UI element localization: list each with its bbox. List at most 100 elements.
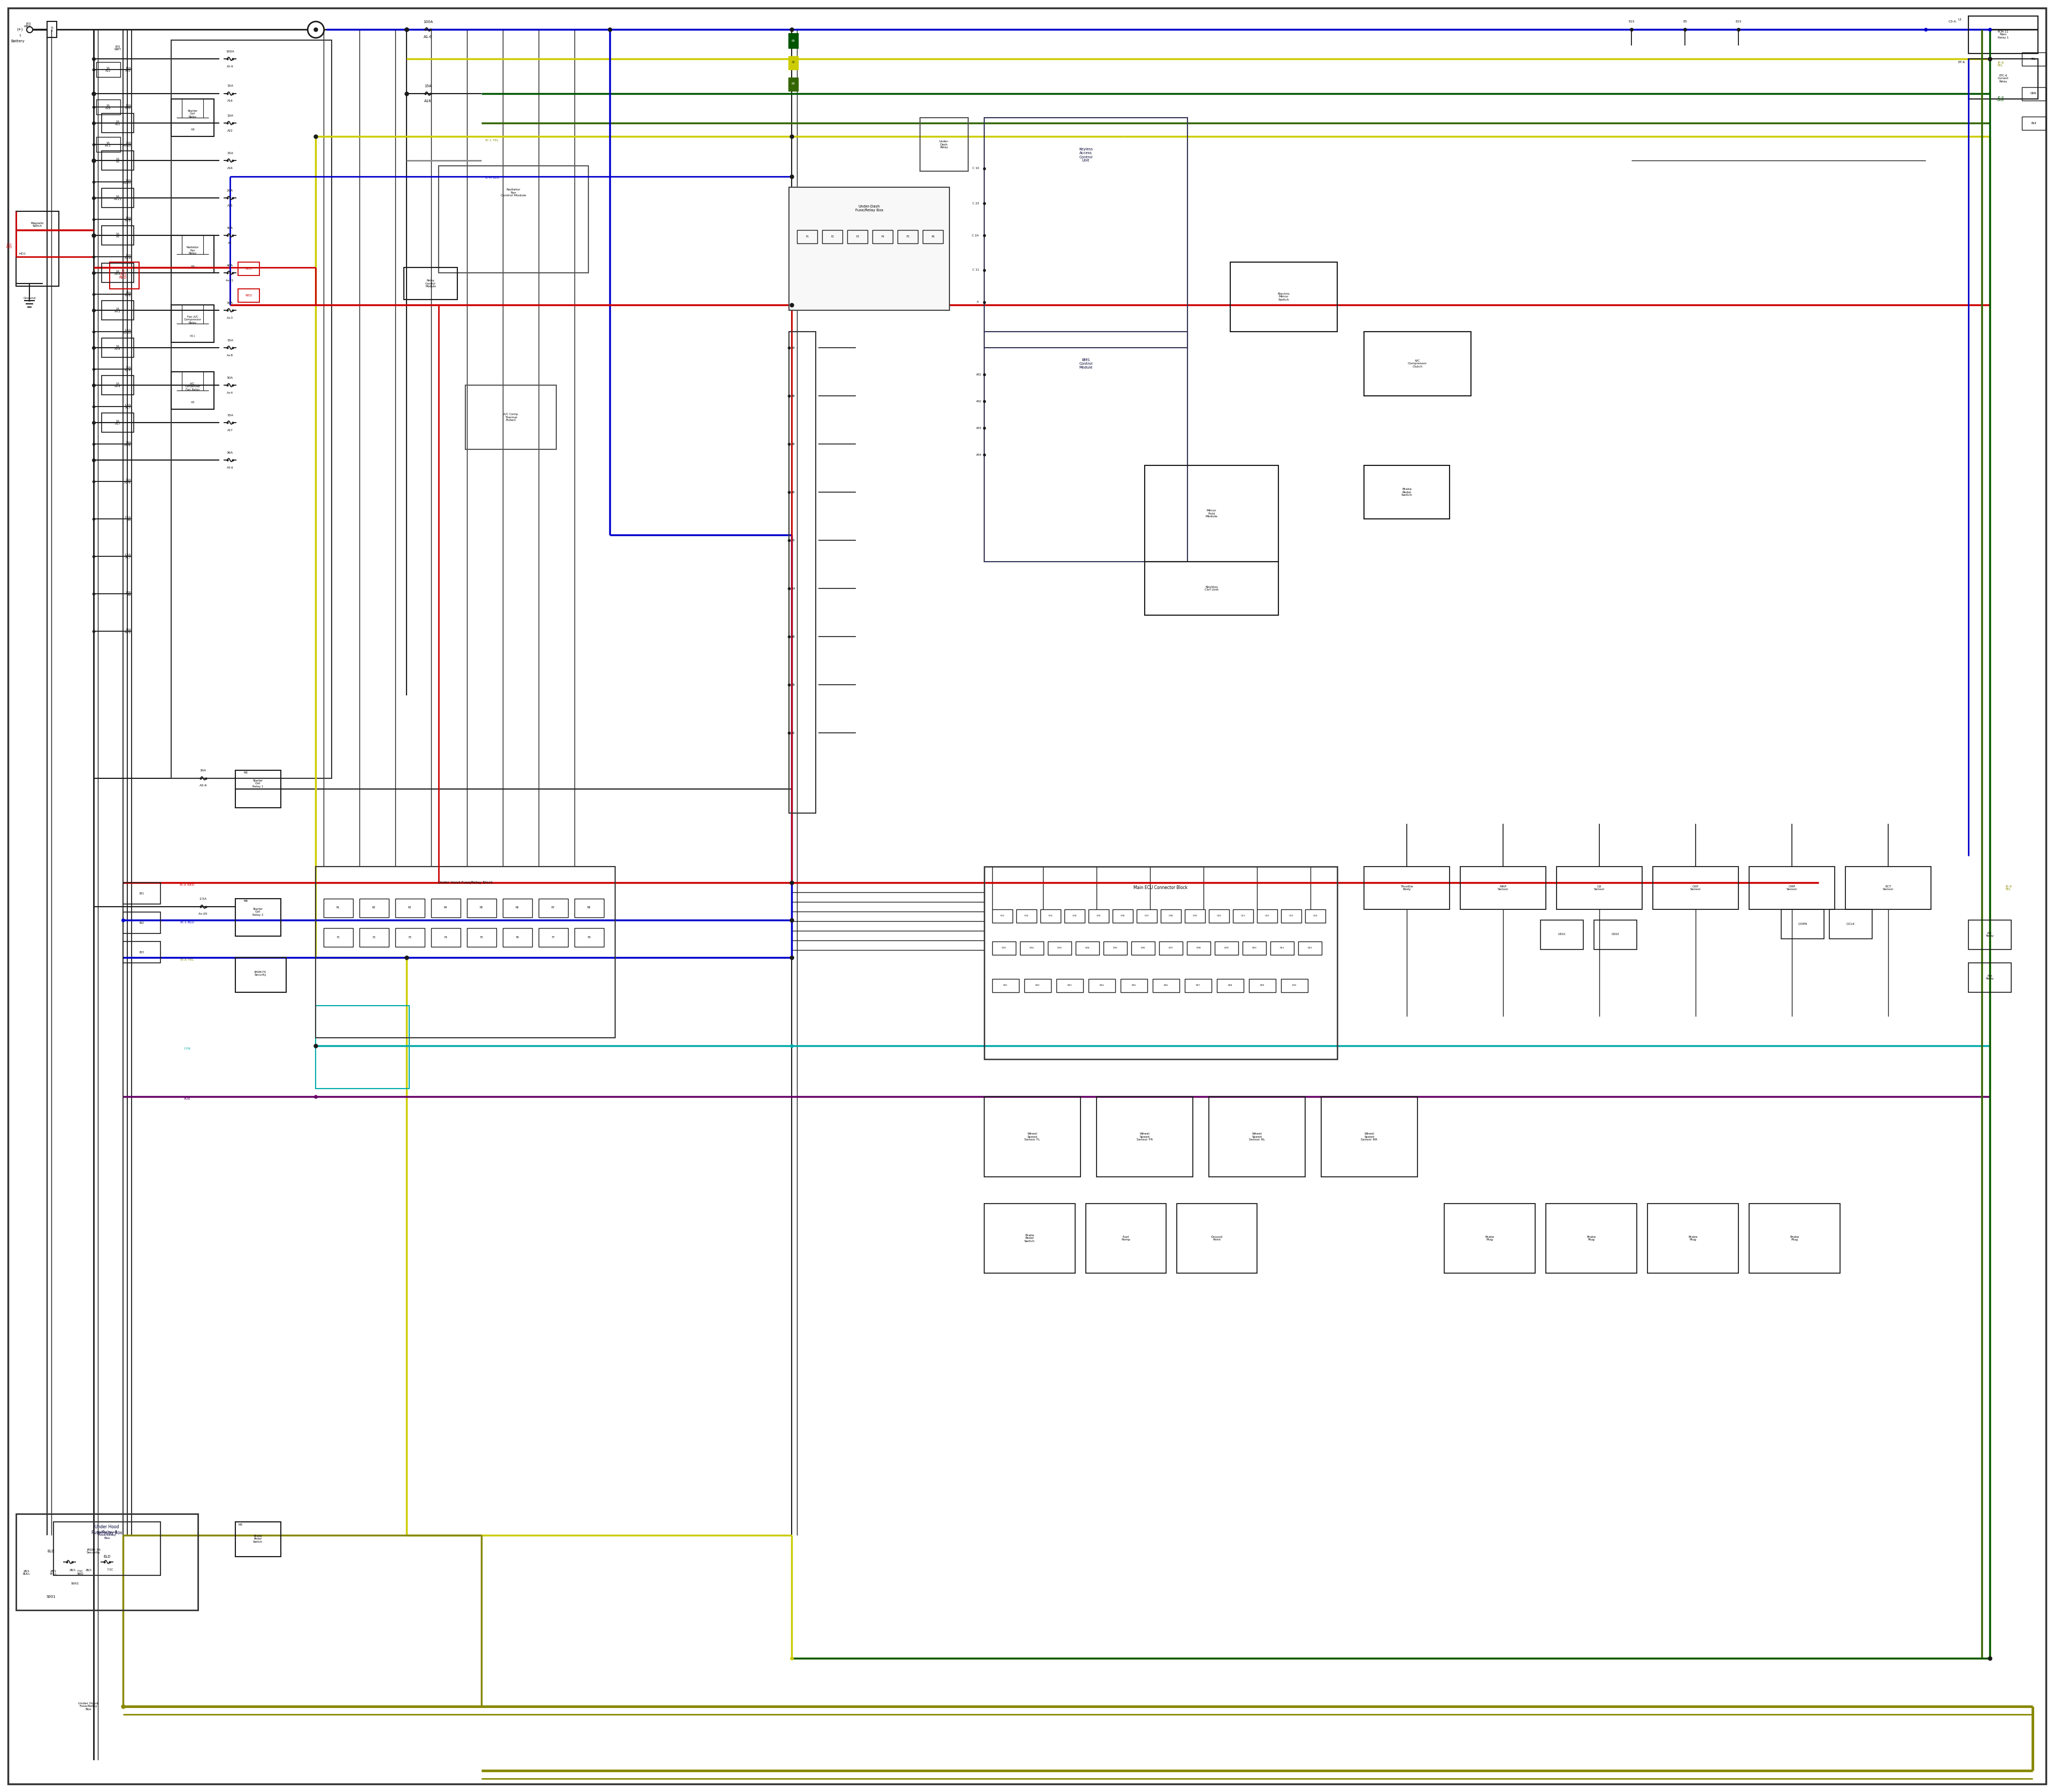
Text: E09: E09 <box>1261 984 1265 986</box>
Bar <box>789 332 815 814</box>
Text: Electric
Mirror
Switch: Electric Mirror Switch <box>1278 292 1290 301</box>
Text: C07: C07 <box>1144 914 1148 918</box>
Text: A+4: A+4 <box>226 391 234 394</box>
Bar <box>466 385 557 450</box>
Text: B/2: B/2 <box>140 921 144 925</box>
Bar <box>2021 116 2046 131</box>
Text: A/C
Condenser
Fan Relay: A/C Condenser Fan Relay <box>185 382 201 391</box>
Bar <box>394 898 425 918</box>
Bar <box>47 22 58 38</box>
Bar <box>992 909 1013 923</box>
Text: Battery: Battery <box>10 39 25 43</box>
Text: C06: C06 <box>1121 914 1126 918</box>
Bar <box>1121 978 1148 993</box>
Bar <box>1089 978 1115 993</box>
Text: C09: C09 <box>1193 914 1197 918</box>
Text: Ground
Point: Ground Point <box>1212 1235 1222 1242</box>
Text: Under Hood
Fuse/Relay
Box: Under Hood Fuse/Relay Box <box>78 1702 99 1711</box>
Bar <box>1968 59 2038 99</box>
Bar <box>1968 16 2038 54</box>
Text: C04: C04 <box>1072 914 1076 918</box>
Bar <box>1064 909 1085 923</box>
Text: Wheel
Speed
Sensor RL: Wheel Speed Sensor RL <box>1249 1133 1265 1142</box>
Bar <box>16 211 60 287</box>
Text: 1A
A3: 1A A3 <box>115 233 119 238</box>
Text: 2B/1
YEL-L: 2B/1 YEL-L <box>49 1570 58 1575</box>
Text: F6: F6 <box>930 235 935 238</box>
Bar <box>1594 919 1637 950</box>
Bar <box>123 912 160 934</box>
Text: A+20: A+20 <box>199 912 207 916</box>
Text: 30A: 30A <box>199 769 207 772</box>
Bar <box>1282 909 1302 923</box>
Text: IE-A BLU: IE-A BLU <box>485 176 499 179</box>
Text: A3: A3 <box>228 242 232 244</box>
Text: 100A: 100A <box>226 50 234 52</box>
Text: ET-6: ET-6 <box>1957 61 1966 65</box>
Text: [EI]
WHT: [EI] WHT <box>115 45 121 50</box>
Text: C/CLK: C/CLK <box>1847 923 1855 925</box>
Bar <box>101 412 134 432</box>
Bar <box>1298 941 1321 955</box>
Bar <box>325 898 353 918</box>
Bar <box>1844 867 1931 909</box>
Bar <box>575 928 604 946</box>
Bar <box>236 1521 281 1557</box>
Bar <box>1364 867 1450 909</box>
Bar <box>1087 1204 1167 1272</box>
Text: 30A
A+4: 30A A+4 <box>125 366 131 373</box>
Text: C03: C03 <box>1048 914 1054 918</box>
Text: 1A
A+3: 1A A+3 <box>105 142 111 147</box>
Text: Radiator
Fan
Control Module: Radiator Fan Control Module <box>501 188 526 197</box>
Bar <box>1185 909 1206 923</box>
Text: 2B/1
BLK-L: 2B/1 BLK-L <box>23 1570 31 1575</box>
Bar <box>1041 909 1060 923</box>
Text: G502: G502 <box>1612 934 1619 935</box>
Text: 20A
A+9: 20A A+9 <box>125 254 131 260</box>
Bar <box>1097 1097 1193 1177</box>
Text: Keyless
Ctrl Unit: Keyless Ctrl Unit <box>1204 586 1218 591</box>
Text: C14: C14 <box>1313 914 1317 918</box>
Text: M6: M6 <box>242 900 249 903</box>
Bar <box>1968 962 2011 993</box>
Bar <box>170 305 214 342</box>
Text: 2.5A: 2.5A <box>199 898 207 901</box>
Text: A16: A16 <box>425 100 431 102</box>
Text: 69: 69 <box>791 394 795 398</box>
Bar <box>873 229 893 244</box>
Text: C11: C11 <box>1241 914 1245 918</box>
Text: YEL: YEL <box>2031 57 2036 61</box>
Bar <box>1089 909 1109 923</box>
Text: Radiator
Fan
Relay: Radiator Fan Relay <box>187 246 199 254</box>
Text: A+21: A+21 <box>226 280 234 281</box>
Bar <box>1243 941 1265 955</box>
Bar <box>538 928 569 946</box>
Text: E07: E07 <box>1195 984 1200 986</box>
Text: 7.5C: 7.5C <box>107 1568 113 1572</box>
Bar <box>1136 909 1156 923</box>
Text: Wheel
Speed
Sensor RR: Wheel Speed Sensor RR <box>1362 1133 1378 1142</box>
Text: HCI1: HCI1 <box>18 253 25 256</box>
Text: A/C
Relay: A/C Relay <box>1986 932 1994 937</box>
Text: IPDM-7S
Security: IPDM-7S Security <box>86 1548 101 1554</box>
Bar <box>1210 1097 1304 1177</box>
Text: M11: M11 <box>189 335 195 337</box>
Text: RED: RED <box>244 294 253 297</box>
Text: Wheel
Speed
Sensor FL: Wheel Speed Sensor FL <box>1025 1133 1039 1142</box>
Text: E5: E5 <box>1682 20 1686 23</box>
Text: 1A
A3: 1A A3 <box>115 158 119 163</box>
Bar <box>1321 1097 1417 1177</box>
Bar <box>466 928 497 946</box>
Bar <box>1830 909 1871 939</box>
Text: Throttle
Body: Throttle Body <box>1401 885 1413 891</box>
Bar <box>405 267 458 299</box>
Text: R6: R6 <box>516 907 520 909</box>
Bar <box>1230 262 1337 332</box>
Text: 69: 69 <box>791 39 795 41</box>
Bar <box>2021 52 2046 66</box>
Bar <box>1750 1204 1840 1272</box>
Text: 10A: 10A <box>226 115 234 116</box>
Text: 1.5A
A17: 1.5A A17 <box>125 554 131 559</box>
Text: RED: RED <box>244 267 253 271</box>
Text: Fan
Relay: Fan Relay <box>1986 975 1994 980</box>
